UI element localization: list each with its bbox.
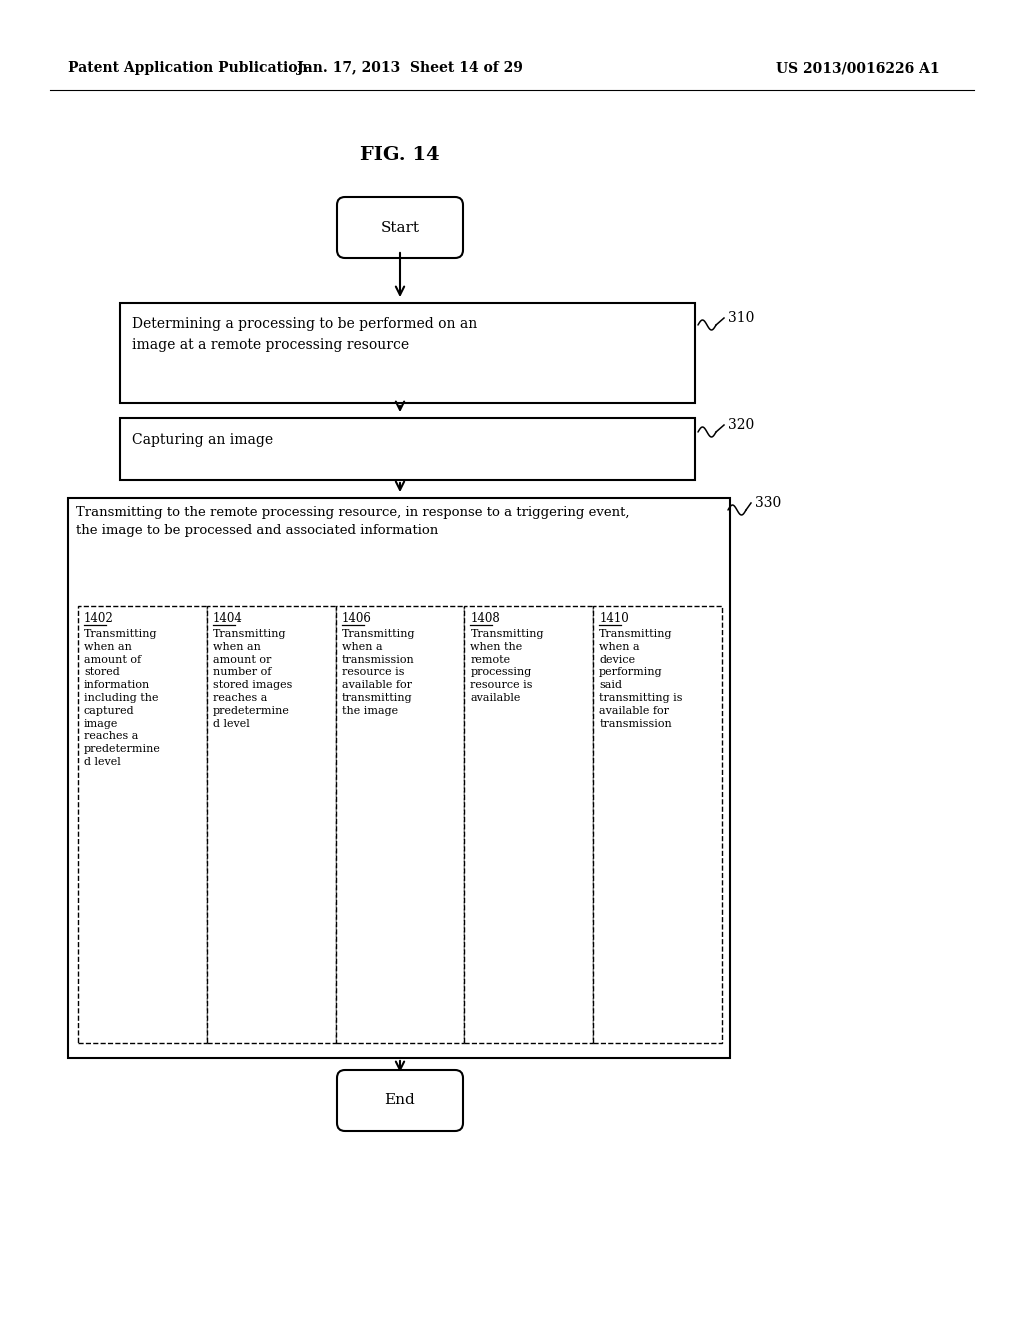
Bar	[120, 304, 695, 403]
Text: 1410: 1410	[599, 612, 629, 624]
Text: 1406: 1406	[342, 612, 372, 624]
Text: Determining a processing to be performed on an
image at a remote processing reso: Determining a processing to be performed…	[132, 317, 477, 351]
Text: US 2013/0016226 A1: US 2013/0016226 A1	[776, 61, 940, 75]
Text: Transmitting
when the
remote
processing
resource is
available: Transmitting when the remote processing …	[470, 630, 544, 704]
Bar	[78, 606, 207, 1043]
Text: Transmitting
when a
transmission
resource is
available for
transmitting
the imag: Transmitting when a transmission resourc…	[342, 630, 415, 715]
Text: 320: 320	[728, 418, 755, 432]
Bar	[68, 498, 730, 1059]
Text: 1402: 1402	[84, 612, 114, 624]
Bar	[465, 606, 593, 1043]
Text: Patent Application Publication: Patent Application Publication	[68, 61, 307, 75]
Text: Transmitting to the remote processing resource, in response to a triggering even: Transmitting to the remote processing re…	[76, 506, 630, 537]
Text: 1404: 1404	[213, 612, 243, 624]
Text: 310: 310	[728, 312, 755, 325]
Text: 1408: 1408	[470, 612, 500, 624]
FancyBboxPatch shape	[337, 1071, 463, 1131]
Bar	[120, 418, 695, 480]
Bar	[593, 606, 722, 1043]
Text: Transmitting
when an
amount or
number of
stored images
reaches a
predetermine
d : Transmitting when an amount or number of…	[213, 630, 292, 729]
Text: Capturing an image: Capturing an image	[132, 433, 273, 447]
Text: 330: 330	[755, 496, 781, 510]
FancyBboxPatch shape	[337, 197, 463, 257]
Bar	[336, 606, 465, 1043]
Text: Jan. 17, 2013  Sheet 14 of 29: Jan. 17, 2013 Sheet 14 of 29	[297, 61, 523, 75]
Text: Start: Start	[381, 220, 420, 235]
Text: End: End	[385, 1093, 416, 1107]
Text: Transmitting
when an
amount of
stored
information
including the
captured
image
r: Transmitting when an amount of stored in…	[84, 630, 161, 767]
Text: Transmitting
when a
device
performing
said
transmitting is
available for
transmi: Transmitting when a device performing sa…	[599, 630, 683, 729]
Bar	[207, 606, 336, 1043]
Text: FIG. 14: FIG. 14	[360, 147, 440, 164]
